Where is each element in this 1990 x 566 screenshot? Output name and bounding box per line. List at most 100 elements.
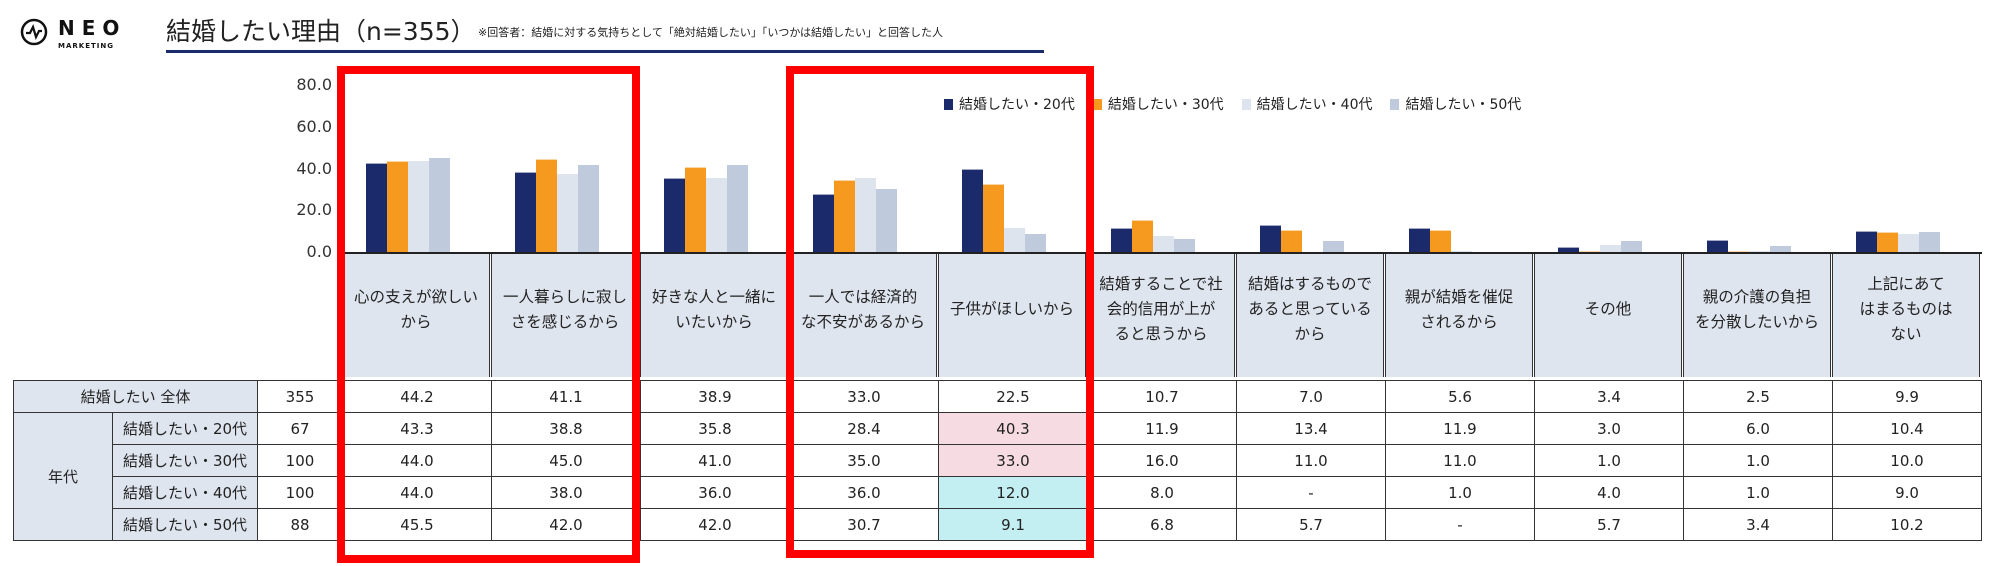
y-tick-label: 0.0 <box>306 242 332 261</box>
table-cell: 42.0 <box>491 508 641 541</box>
bar-30s <box>1877 232 1898 254</box>
category-label: 結婚することで社 会的信用が上が ると思うから <box>1087 254 1235 377</box>
table-cell: 1.0 <box>1683 444 1833 477</box>
table-cell: 10.0 <box>1832 444 1982 477</box>
table-cell: 1.0 <box>1385 476 1535 509</box>
sample-size: 100 <box>257 444 343 477</box>
table-cell: 38.9 <box>640 380 790 413</box>
legend-label: 結婚したい・20代 <box>959 97 1075 113</box>
bar-40s <box>1600 244 1621 253</box>
table-cell: 11.0 <box>1385 444 1535 477</box>
bar-40s <box>1153 236 1174 253</box>
bar-50s <box>578 165 599 253</box>
table-cell: 6.8 <box>1087 508 1237 541</box>
bar-20s <box>366 162 387 254</box>
bar-20s <box>1856 231 1877 254</box>
bar-30s <box>536 159 557 254</box>
bar-50s <box>1770 245 1791 253</box>
table-cell: 6.0 <box>1683 412 1833 445</box>
category-label: 好きな人と一緒に いたいから <box>640 254 788 377</box>
bar-40s <box>1004 227 1025 253</box>
table-cell: 10.4 <box>1832 412 1982 445</box>
logo-sub: MARKETING <box>58 42 114 50</box>
bar-50s <box>1025 234 1046 253</box>
legend-swatch <box>1390 98 1400 110</box>
category-label: 子供がほしいから <box>938 254 1086 377</box>
bar-50s <box>1174 238 1195 253</box>
logo-name: NEO <box>58 16 127 40</box>
bar-40s <box>706 177 727 253</box>
bar-30s <box>685 167 706 254</box>
table-cell: 1.0 <box>1683 476 1833 509</box>
table-cell: 44.0 <box>342 444 492 477</box>
table-cell: 13.4 <box>1236 412 1386 445</box>
table-cell: 5.7 <box>1236 508 1386 541</box>
sample-size: 88 <box>257 508 343 541</box>
category-label: 一人では経済的 な不安があるから <box>789 254 937 377</box>
category-label: 一人暮らしに寂し さを感じるから <box>491 254 639 377</box>
data-table: 結婚したい 全体 355 44.2 41.1 38.9 33.0 22.5 10.7 7.0 5.… <box>13 380 1982 541</box>
bar-50s <box>429 158 450 253</box>
bar-30s <box>1281 230 1302 254</box>
table-cell: 45.0 <box>491 444 641 477</box>
table-cell: 10.7 <box>1087 380 1237 413</box>
table-cell: 16.0 <box>1087 444 1237 477</box>
table-row: 結婚したい・30代 100 44.0 45.0 41.0 35.0 33.0 16.0 11.0… <box>14 444 1982 477</box>
legend-swatch <box>1092 98 1102 110</box>
table-cell: 41.1 <box>491 380 641 413</box>
x-axis-line <box>337 252 1982 254</box>
logo-mark-icon <box>20 18 48 46</box>
bar-40s <box>1898 234 1919 253</box>
table-cell: 12.0 <box>938 476 1088 509</box>
legend-item: 結婚したい・30代 <box>1092 94 1224 114</box>
highlight-box-1 <box>337 66 640 563</box>
category-label: 心の支えが欲しい から <box>342 254 490 377</box>
table-cell: 36.0 <box>789 476 939 509</box>
neo-marketing-logo: NEO MARKETING <box>20 14 130 54</box>
bar-30s <box>1132 219 1153 254</box>
bar-20s <box>813 193 834 254</box>
category-label: その他 <box>1534 254 1682 377</box>
title-underline <box>166 50 1044 53</box>
y-tick-label: 60.0 <box>296 116 332 136</box>
bar-30s <box>834 179 855 254</box>
category-label: 結婚はするもので あると思っている から <box>1236 254 1384 377</box>
bar-20s <box>515 172 536 254</box>
table-cell: 36.0 <box>640 476 790 509</box>
bar-20s <box>962 168 983 254</box>
category-label: 親が結婚を催促 されるから <box>1385 254 1533 377</box>
table-cell: 8.0 <box>1087 476 1237 509</box>
chart-legend: 結婚したい・20代 結婚したい・30代 結婚したい・40代 結婚したい・50代 <box>944 94 1521 114</box>
y-tick-label: 40.0 <box>296 158 332 178</box>
bar-40s <box>1749 250 1770 253</box>
table-cell: 45.5 <box>342 508 492 541</box>
table-cell: 44.0 <box>342 476 492 509</box>
bar-20s <box>1558 246 1579 254</box>
table-cell: 3.0 <box>1534 412 1684 445</box>
table-cell: 40.3 <box>938 412 1088 445</box>
table-cell: 7.0 <box>1236 380 1386 413</box>
sample-size: 67 <box>257 412 343 445</box>
table-cell: 1.0 <box>1534 444 1684 477</box>
table-cell: 2.5 <box>1683 380 1833 413</box>
table-cell: 35.8 <box>640 412 790 445</box>
bar-20s <box>1260 225 1281 254</box>
table-cell: 30.7 <box>789 508 939 541</box>
bar-50s <box>1621 241 1642 253</box>
table-cell: 38.0 <box>491 476 641 509</box>
table-cell: - <box>1236 476 1386 509</box>
legend-swatch <box>944 98 953 110</box>
category-label: 親の介護の負担 を分散したいから <box>1683 254 1831 377</box>
table-cell: 3.4 <box>1534 380 1684 413</box>
bar-30s <box>983 184 1004 254</box>
table-cell: 10.2 <box>1832 508 1982 541</box>
bar-50s <box>1919 231 1940 253</box>
row-label: 結婚したい・50代 <box>112 508 258 541</box>
table-cell: 41.0 <box>640 444 790 477</box>
legend-label: 結婚したい・30代 <box>1107 97 1224 113</box>
row-label: 結婚したい・30代 <box>112 444 258 477</box>
bar-20s <box>664 178 685 254</box>
bar-50s <box>876 188 897 253</box>
y-tick-label: 20.0 <box>296 200 332 220</box>
row-label: 結婚したい 全体 <box>13 380 258 413</box>
